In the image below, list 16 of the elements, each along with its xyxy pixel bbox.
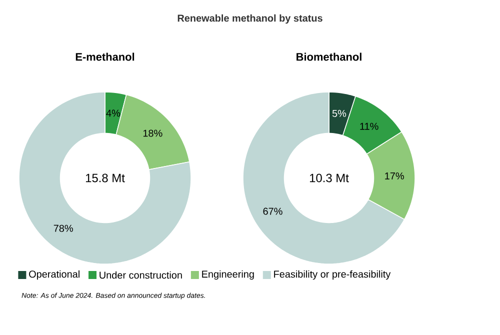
slice-label: E-methanol [76,52,134,61]
data-label: 17% [385,172,404,180]
legend-label: Operational [29,270,80,280]
data-label: 78% [54,224,73,232]
text: 10.3 Mt [310,174,349,182]
data-label: 11% [360,122,378,130]
chart-title: Renewable methanol by status [178,14,322,24]
data-label: 4% [106,110,120,117]
legend-label: Engineering [202,270,254,280]
data-label: 5% [332,110,346,117]
legend-label: Under construction [100,271,182,279]
slice-label: Biomethanol [296,52,362,61]
data-label: 67% [263,208,282,215]
data-label: 18% [143,130,162,137]
legend-label: Feasibility or pre-feasibility [274,270,391,280]
text: 15.8 Mt [86,174,125,182]
